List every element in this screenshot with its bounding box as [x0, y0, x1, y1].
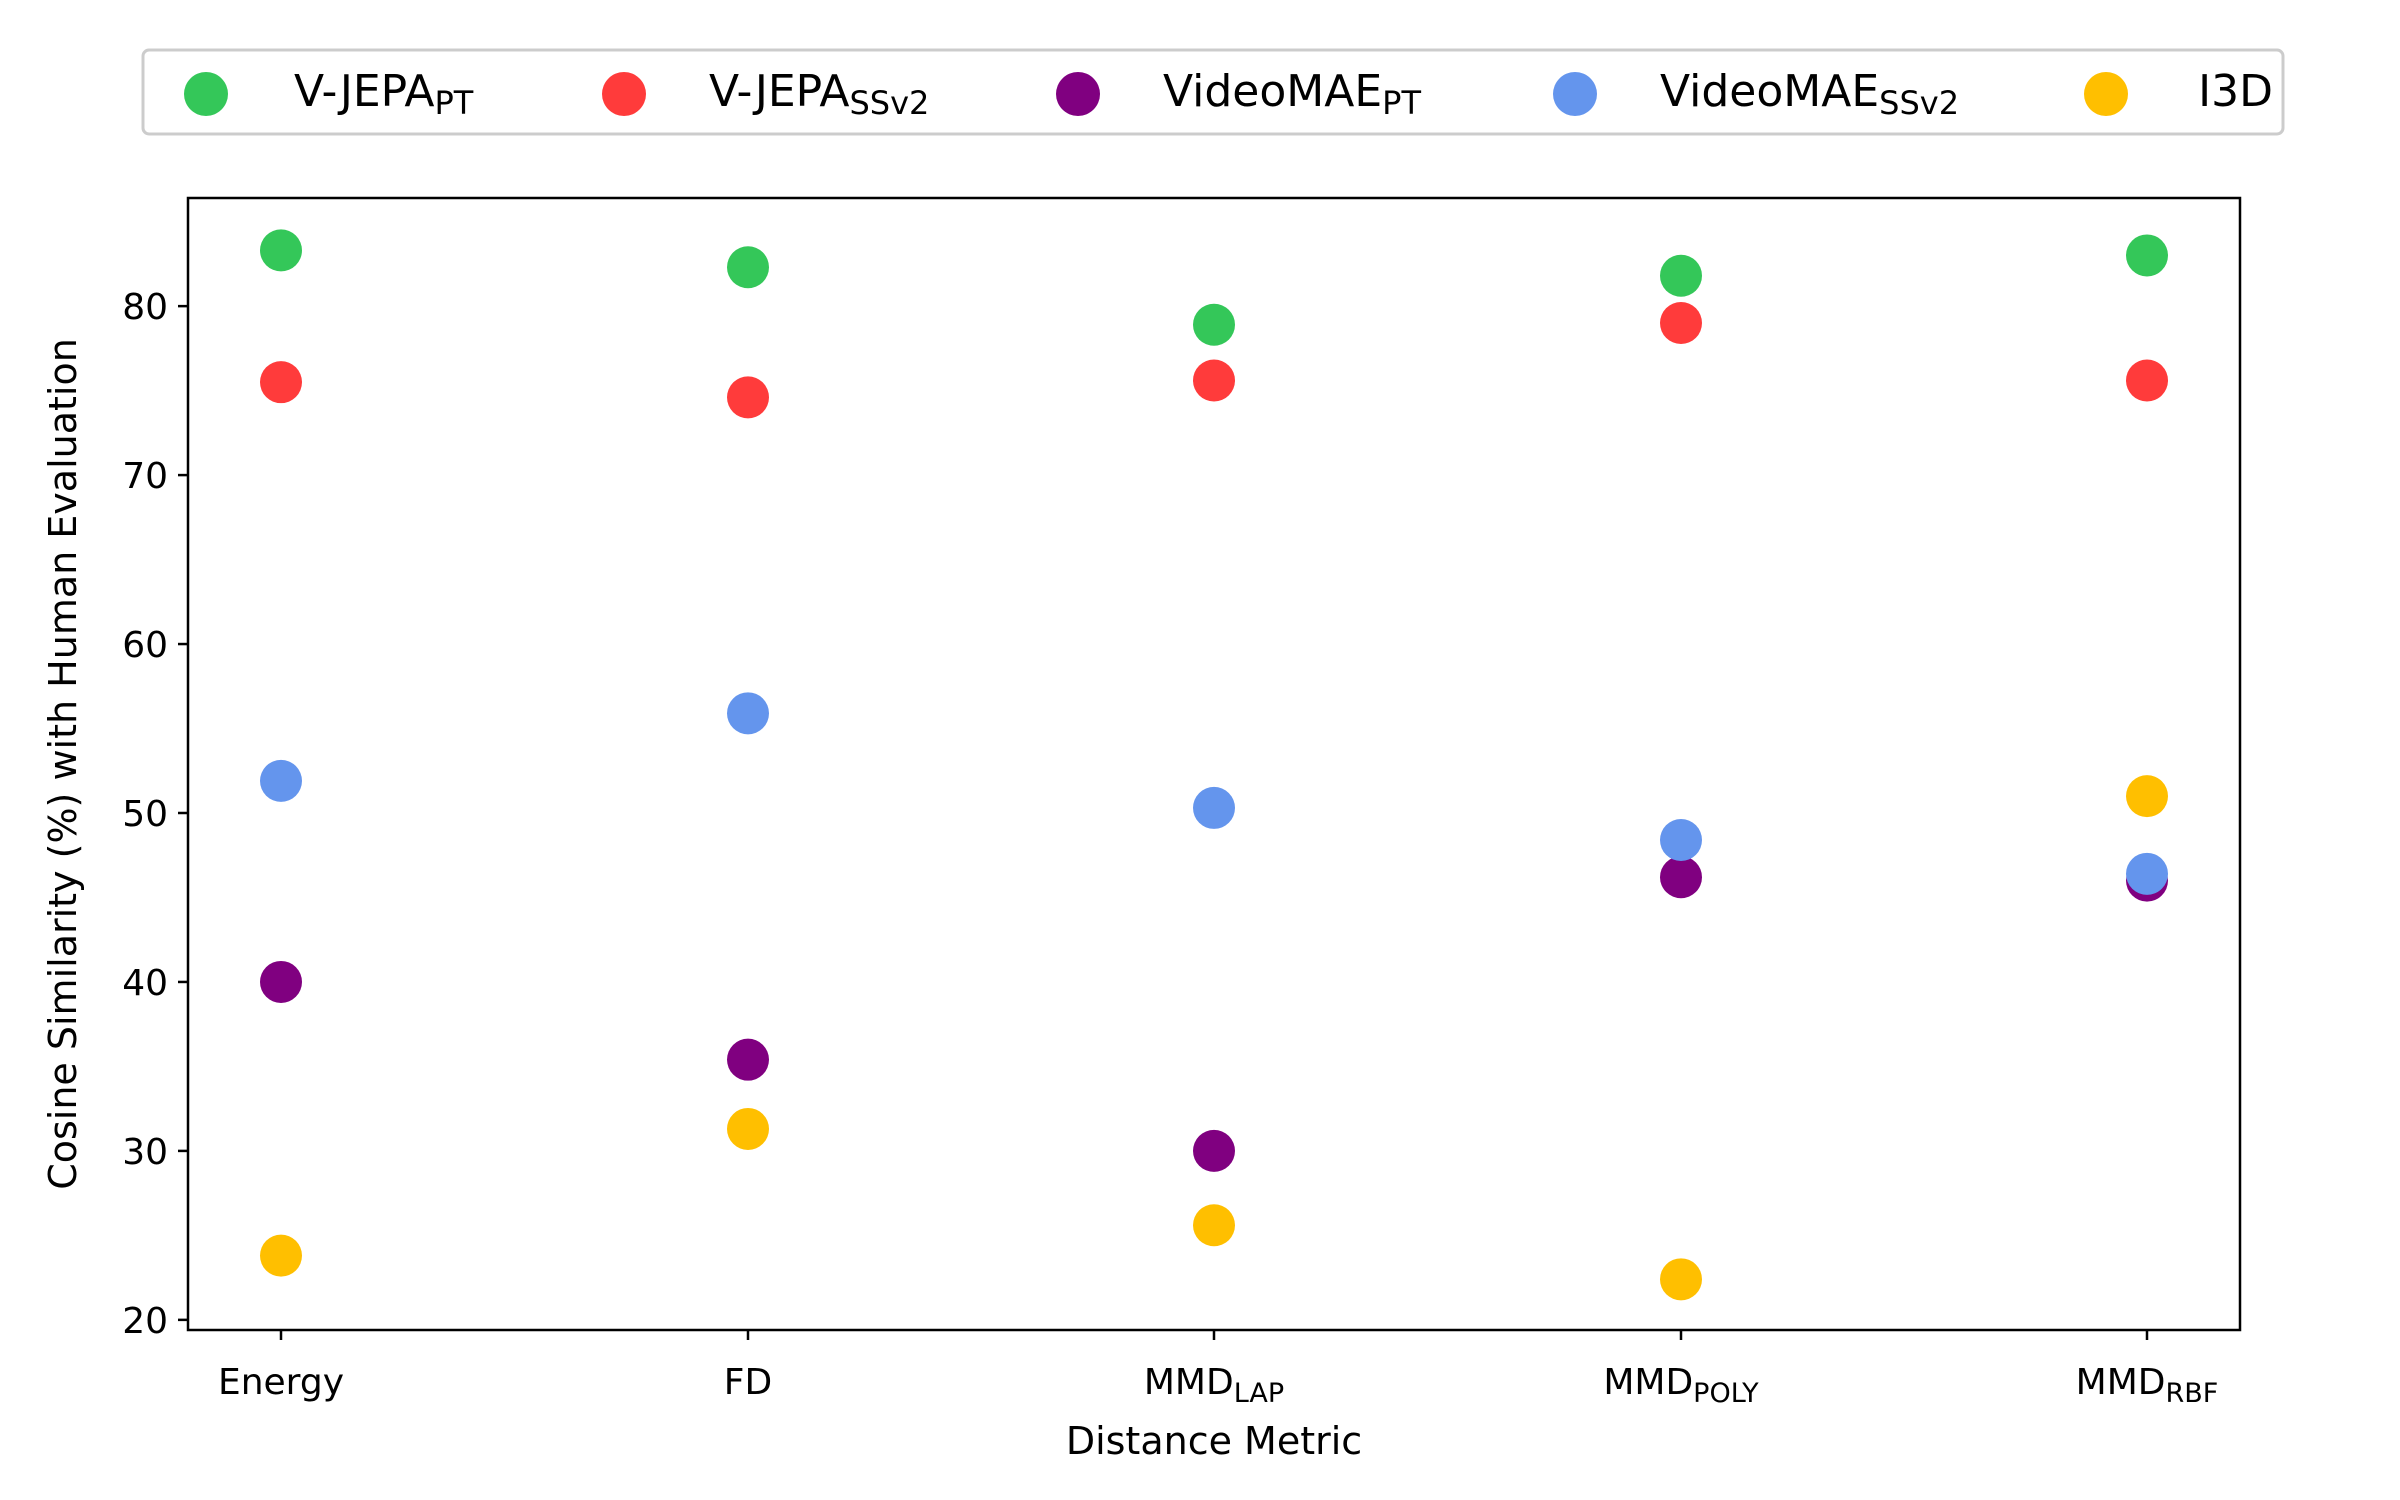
y-tick-label: 30	[122, 1132, 168, 1173]
data-point	[260, 229, 302, 272]
data-point	[1660, 819, 1702, 862]
legend-marker	[2084, 72, 2128, 116]
data-point	[1660, 1258, 1702, 1301]
x-axis-label: Distance Metric	[1066, 1419, 1362, 1463]
y-tick-label: 20	[122, 1301, 168, 1342]
x-tick-label: MMDRBF	[2076, 1362, 2219, 1409]
legend-label: V-JEPASSv2	[709, 66, 929, 122]
legend-marker	[1056, 72, 1100, 116]
data-point	[727, 1038, 769, 1081]
y-axis: 20 30 40 50 60 70 80	[122, 287, 188, 1342]
data-point	[1660, 254, 1702, 297]
data-point	[260, 960, 302, 1003]
x-tick-label: MMDLAP	[1144, 1362, 1284, 1409]
data-point	[1660, 302, 1702, 345]
legend-marker	[602, 72, 646, 116]
data-point	[260, 1234, 302, 1277]
y-tick-label: 80	[122, 287, 168, 328]
data-point	[727, 692, 769, 735]
legend-label: VideoMAEPT	[1163, 66, 1421, 122]
data-point	[1193, 1204, 1235, 1247]
y-tick-label: 70	[122, 456, 168, 497]
data-point	[260, 361, 302, 404]
legend-marker	[1553, 72, 1597, 116]
data-point	[2126, 234, 2168, 277]
y-tick-label: 40	[122, 963, 168, 1004]
data-point	[2126, 775, 2168, 818]
data-point	[727, 376, 769, 419]
x-axis: Energy FD MMDLAP MMDPOLY MMDRBF	[218, 1330, 2218, 1409]
data-point	[1193, 359, 1235, 402]
y-tick-label: 50	[122, 794, 168, 835]
x-tick-label: MMDPOLY	[1603, 1362, 1759, 1409]
data-point	[1193, 1129, 1235, 1172]
data-point	[727, 246, 769, 289]
data-point	[1660, 856, 1702, 899]
data-point	[2126, 852, 2168, 895]
x-tick-label: FD	[724, 1362, 772, 1403]
data-point	[1193, 303, 1235, 346]
legend-marker	[184, 72, 228, 116]
data-point	[260, 759, 302, 802]
legend: V-JEPAPT V-JEPASSv2 VideoMAEPT VideoMAESSv2…	[184, 66, 2273, 122]
data-points	[260, 229, 2168, 1301]
data-point	[2126, 359, 2168, 402]
data-point	[1193, 786, 1235, 829]
y-axis-label: Cosine Similarity (%) with Human Evaluat…	[41, 338, 85, 1190]
data-point	[727, 1107, 769, 1150]
x-tick-label: Energy	[218, 1362, 344, 1403]
legend-label: I3D	[2198, 66, 2273, 117]
legend-frame	[141, 48, 2285, 136]
y-tick-label: 60	[122, 625, 168, 666]
